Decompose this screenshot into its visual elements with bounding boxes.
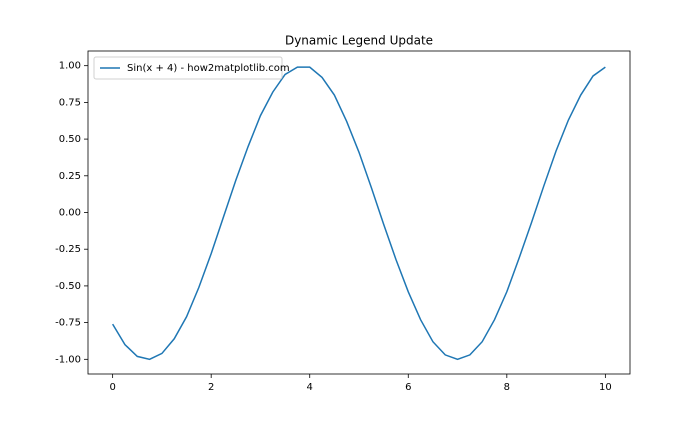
y-tick-label: 0.50 [59, 134, 81, 145]
x-tick-label: 0 [109, 382, 115, 393]
y-tick-label: -0.50 [55, 281, 81, 292]
x-tick-label: 8 [504, 382, 510, 393]
y-tick-label: 0.75 [59, 97, 81, 108]
legend-box [93, 56, 283, 80]
y-tick-label: 0.25 [59, 171, 81, 182]
legend-label: Sin(x + 4) - how2matplotlib.com [127, 63, 290, 74]
y-tick-label: 0.00 [59, 208, 81, 219]
x-tick-label: 6 [405, 382, 411, 393]
axes-frame [87, 50, 631, 375]
y-tick-label: 1.00 [59, 61, 81, 72]
y-tick-label: -0.75 [55, 318, 81, 329]
y-tick-label: -0.25 [55, 244, 81, 255]
x-tick-label: 2 [208, 382, 214, 393]
y-tick-label: -1.00 [55, 354, 81, 365]
line-series [111, 66, 606, 361]
chart-title: Dynamic Legend Update [285, 34, 433, 48]
x-tick-label: 4 [307, 382, 313, 393]
x-tick-label: 10 [599, 382, 612, 393]
